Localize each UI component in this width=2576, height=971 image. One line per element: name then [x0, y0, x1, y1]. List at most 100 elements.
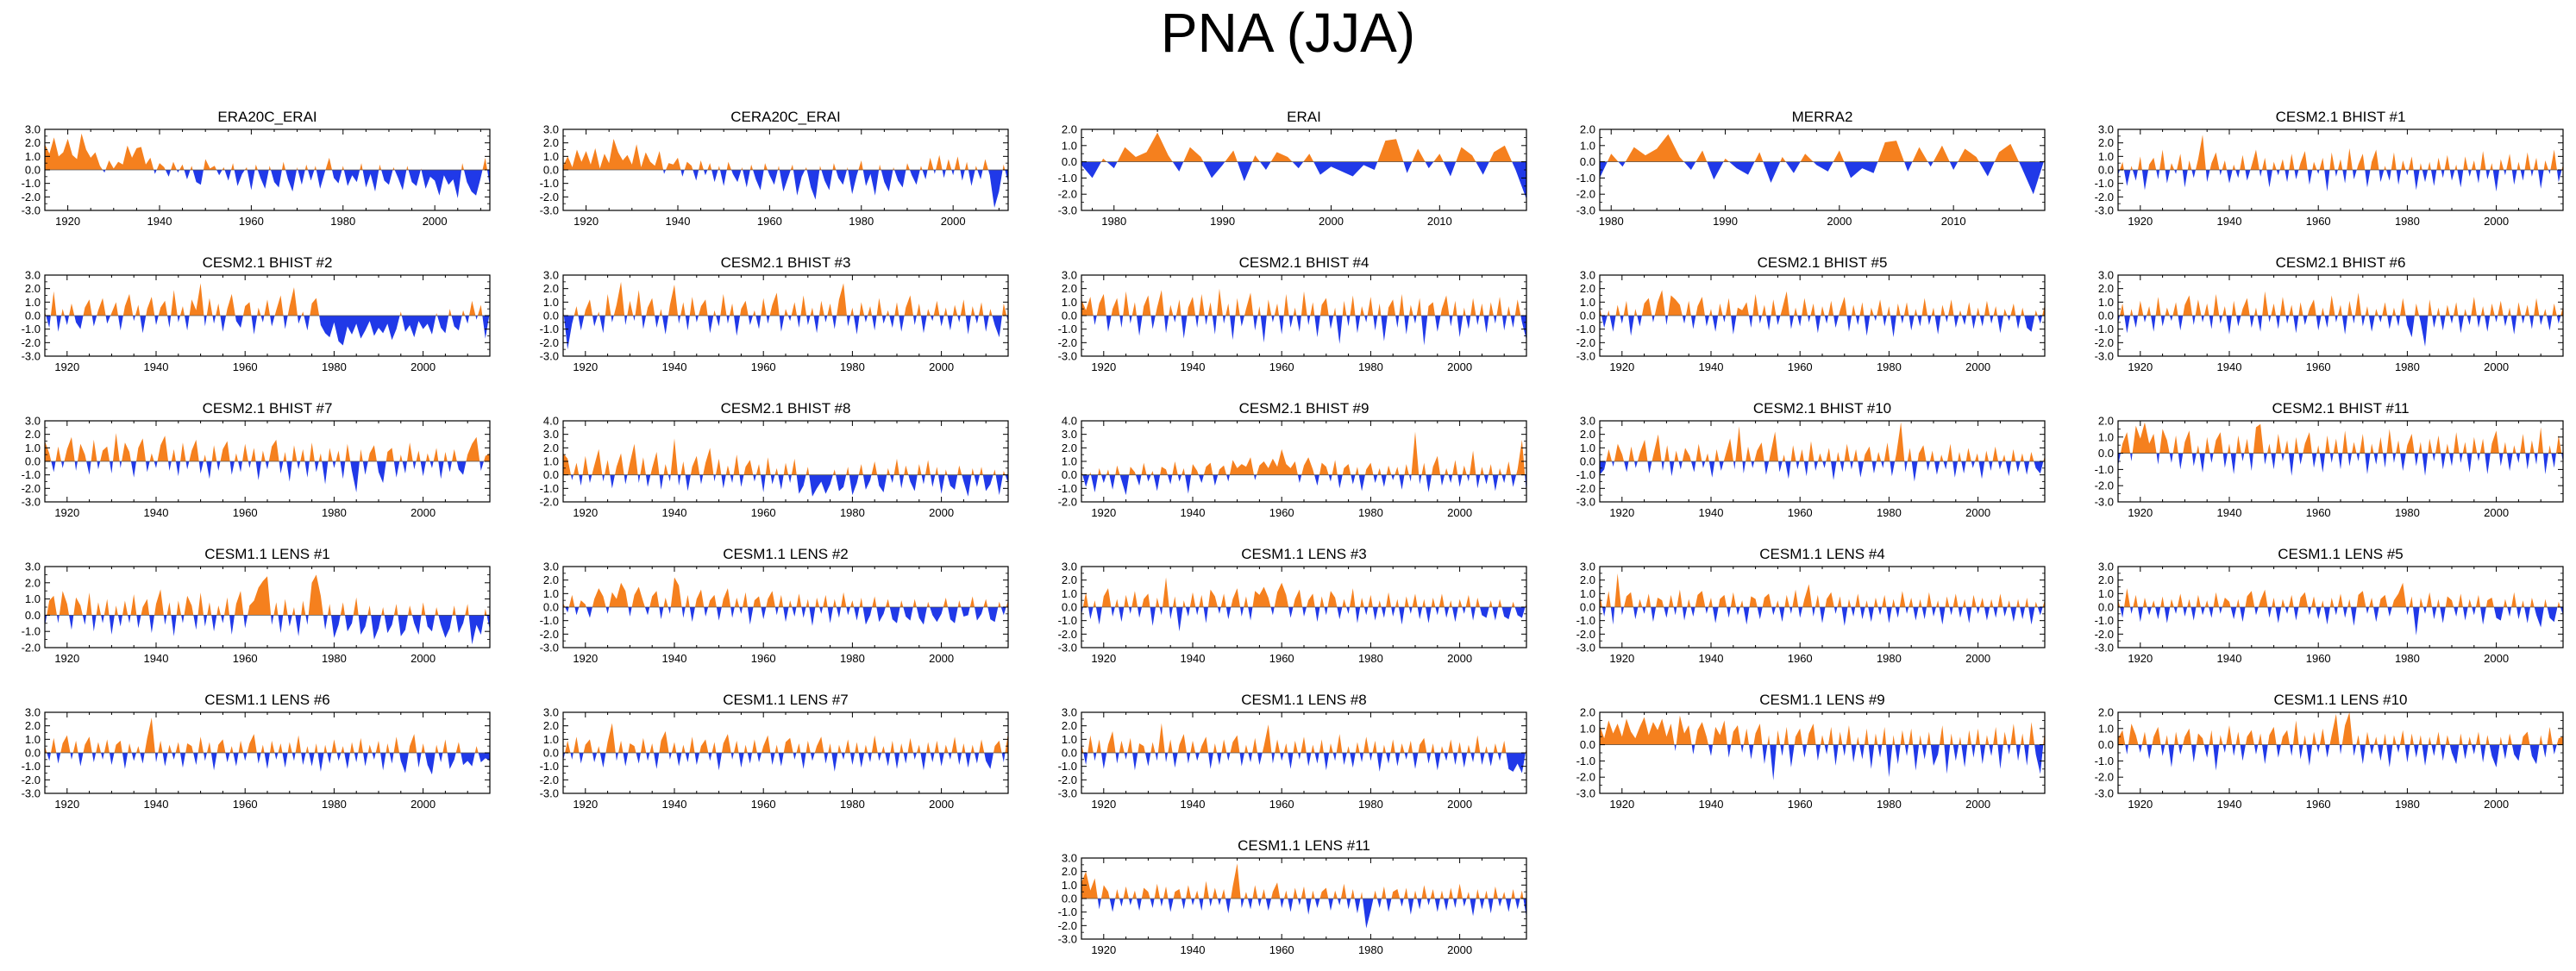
- x-tick-label: 2000: [929, 798, 954, 811]
- x-tick-label: 1940: [1699, 360, 1724, 373]
- y-tick-label: -1.0: [1576, 614, 1595, 627]
- x-tick-label: 1940: [1181, 506, 1206, 519]
- y-tick-label: -1.0: [1058, 323, 1077, 335]
- x-tick-label: 2000: [411, 506, 436, 519]
- y-tick-label: 2.0: [2098, 282, 2114, 295]
- panel-title: CESM2.1 BHIST #5: [1758, 254, 1888, 271]
- x-tick-label: 1980: [840, 798, 865, 811]
- chart-panel: CESM2.1 BHIST #11 2.0 1.0 0.0 -1.0 -2.0 -3.0 19…: [2095, 400, 2564, 519]
- y-tick-label: -1.0: [1576, 468, 1595, 481]
- y-tick-label: 1.0: [2098, 587, 2114, 600]
- panel-title: CESM1.1 LENS #6: [204, 692, 330, 708]
- y-tick-label: 2.0: [2098, 415, 2114, 428]
- y-tick-label: 3.0: [1062, 706, 1077, 719]
- y-tick-label: 0.0: [543, 468, 559, 481]
- y-tick-label: -2.0: [1576, 771, 1595, 784]
- positive-anomaly-area: [1081, 863, 1526, 899]
- y-tick-label: -1.0: [1058, 905, 1077, 918]
- positive-anomaly-area: [563, 281, 1008, 316]
- x-tick-label: 2000: [929, 506, 954, 519]
- chart-panel: MERRA2 2.0 1.0 0.0 -1.0 -2.0 -3.0 1980 1990 2000 2…: [1576, 109, 2046, 228]
- y-tick-label: 2.0: [25, 719, 41, 732]
- x-tick-label: 2000: [941, 215, 966, 228]
- y-tick-label: 1.0: [25, 733, 41, 746]
- panel-title: CESM1.1 LENS #11: [1238, 837, 1370, 854]
- positive-anomaly-area: [1101, 132, 1513, 162]
- positive-anomaly-area: [1600, 715, 2045, 745]
- y-tick-label: 2.0: [543, 136, 559, 149]
- positive-anomaly-area: [1081, 723, 1526, 753]
- x-tick-label: 1980: [1101, 215, 1126, 228]
- x-tick-label: 1990: [1210, 215, 1235, 228]
- x-tick-label: 1980: [1358, 506, 1383, 519]
- x-tick-label: 1960: [1269, 798, 1294, 811]
- panel-title: CESM2.1 BHIST #9: [1239, 400, 1369, 417]
- y-tick-label: -1.0: [2095, 323, 2114, 335]
- x-tick-label: 2000: [1447, 798, 1472, 811]
- x-tick-label: 1920: [1609, 798, 1634, 811]
- x-tick-label: 1980: [840, 360, 865, 373]
- x-tick-label: 2000: [929, 652, 954, 665]
- x-tick-label: 1980: [2395, 652, 2420, 665]
- y-tick-label: -3.0: [1576, 204, 1595, 217]
- x-tick-label: 2000: [411, 798, 436, 811]
- y-tick-label: -2.0: [1576, 336, 1595, 349]
- chart-panel: CESM1.1 LENS #6 3.02.01.00.0-1.0-2.0-3.0 1…: [22, 692, 491, 811]
- x-tick-label: 2000: [2484, 652, 2509, 665]
- x-tick-label: 1940: [662, 360, 687, 373]
- y-tick-label: -1.0: [540, 177, 559, 190]
- y-tick-label: 1.0: [25, 296, 41, 309]
- y-tick-label: 2.0: [543, 573, 559, 586]
- y-tick-label: -1.0: [22, 760, 41, 773]
- y-tick-label: -3.0: [540, 204, 559, 217]
- y-tick-label: 0.0: [25, 609, 41, 622]
- x-tick-label: 1980: [1358, 360, 1383, 373]
- y-tick-label: 0.0: [543, 747, 559, 760]
- y-tick-label: 3.0: [2098, 269, 2114, 282]
- negative-anomaly-area: [2118, 607, 2563, 636]
- x-tick-label: 1920: [1091, 943, 1116, 956]
- panel-title: CESM2.1 BHIST #2: [203, 254, 333, 271]
- chart-panel: CESM1.1 LENS #5 3.02.01.00.0-1.0-2.0-3.0 1…: [2095, 546, 2564, 665]
- x-tick-label: 2000: [2484, 798, 2509, 811]
- y-tick-label: 3.0: [1580, 561, 1595, 573]
- y-tick-label: 2.0: [1062, 123, 1077, 136]
- positive-anomaly-area: [1600, 422, 2045, 461]
- y-tick-label: 0.0: [2098, 310, 2114, 323]
- y-tick-label: 1.0: [1062, 455, 1077, 468]
- x-tick-label: 1940: [2217, 506, 2242, 519]
- y-tick-label: -1.0: [2095, 614, 2114, 627]
- positive-anomaly-area: [45, 717, 490, 753]
- x-tick-label: 1980: [2395, 360, 2420, 373]
- y-tick-label: 1.0: [1062, 296, 1077, 309]
- x-tick-label: 1940: [1181, 652, 1206, 665]
- negative-anomaly-area: [1081, 899, 1526, 929]
- panel-title: CESM1.1 LENS #5: [2278, 546, 2404, 562]
- positive-anomaly-area: [563, 138, 1008, 170]
- y-tick-label: 0.0: [2098, 164, 2114, 177]
- y-tick-label: 2.0: [1580, 123, 1595, 136]
- x-tick-label: 1960: [233, 798, 258, 811]
- y-tick-label: 3.0: [543, 561, 559, 573]
- y-tick-label: -2.0: [540, 191, 559, 204]
- y-tick-label: -2.0: [1058, 496, 1077, 509]
- y-tick-label: 2.0: [2098, 706, 2114, 719]
- y-tick-label: 2.0: [1580, 428, 1595, 441]
- y-tick-label: -3.0: [22, 350, 41, 363]
- y-tick-label: -2.0: [2095, 771, 2114, 784]
- y-tick-label: -1.0: [22, 625, 41, 638]
- x-tick-label: 1940: [2217, 652, 2242, 665]
- y-tick-label: 0.0: [1580, 455, 1595, 468]
- x-tick-label: 2000: [2484, 360, 2509, 373]
- positive-anomaly-area: [2118, 135, 2563, 170]
- x-tick-label: 2000: [929, 360, 954, 373]
- y-tick-label: -3.0: [22, 204, 41, 217]
- y-tick-label: -3.0: [1576, 642, 1595, 655]
- x-tick-label: 1980: [2395, 215, 2420, 228]
- x-tick-label: 1940: [2217, 215, 2242, 228]
- x-tick-label: 1960: [2306, 652, 2331, 665]
- negative-anomaly-area: [563, 607, 1008, 626]
- chart-panel: CESM2.1 BHIST #5 3.02.01.00.0-1.0-2.0-3.0…: [1576, 254, 2046, 373]
- y-tick-label: 1.0: [25, 592, 41, 605]
- x-tick-label: 2000: [1319, 215, 1344, 228]
